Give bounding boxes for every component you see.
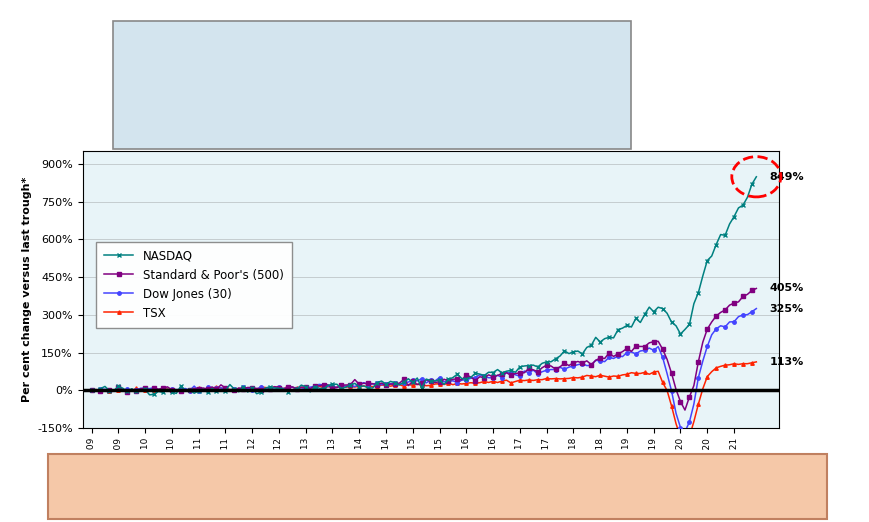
Dow Jones (30) <box>750 305 760 312</box>
TSX <box>86 387 96 394</box>
NASDAQ <box>144 392 155 398</box>
Standard & Poor's (500) <box>679 407 689 413</box>
Standard & Poor's (500) <box>349 376 360 383</box>
Legend: NASDAQ, Standard & Poor's (500), Dow Jones (30), TSX: NASDAQ, Standard & Poor's (500), Dow Jon… <box>96 242 291 328</box>
NASDAQ <box>750 174 760 180</box>
X-axis label: Month-end closing figures: Month-end closing figures <box>339 476 521 488</box>
TSX <box>461 381 471 387</box>
NASDAQ <box>354 384 364 390</box>
Text: 113%: 113% <box>769 357 803 367</box>
Text: percentage increases of key stock market indices since their Feb 2009: percentage increases of key stock market… <box>348 466 815 479</box>
Dow Jones (30) <box>86 387 96 394</box>
Line: Standard & Poor's (500): Standard & Poor's (500) <box>90 287 757 412</box>
NASDAQ <box>438 381 448 387</box>
Standard & Poor's (500) <box>305 386 315 392</box>
TSX <box>545 376 555 382</box>
Dow Jones (30) <box>349 384 360 390</box>
Dow Jones (30) <box>434 374 444 381</box>
Dow Jones (30) <box>545 366 555 373</box>
Line: NASDAQ: NASDAQ <box>90 175 757 397</box>
NASDAQ <box>309 384 320 390</box>
Dow Jones (30) <box>634 348 645 354</box>
Standard & Poor's (500) <box>545 363 555 369</box>
Y-axis label: Per cent change versus last trough*: Per cent change versus last trough* <box>22 177 31 402</box>
TSX <box>349 384 360 390</box>
NASDAQ <box>550 355 561 362</box>
Standard & Poor's (500) <box>634 343 645 350</box>
Standard & Poor's (500) <box>750 286 760 292</box>
TSX <box>634 370 645 376</box>
Dow Jones (30) <box>305 384 315 390</box>
Standard & Poor's (500) <box>86 387 96 394</box>
TSX <box>750 359 760 365</box>
Standard & Poor's (500) <box>461 372 471 378</box>
Text: As of Jan. 29, 2021 closing values,: As of Jan. 29, 2021 closing values, <box>79 466 310 479</box>
Text: *Each month's closing figure vs. the February 2009 closing value for the index. : *Each month's closing figure vs. the Feb… <box>128 63 615 107</box>
TSX <box>679 438 689 444</box>
Dow Jones (30) <box>461 377 471 383</box>
Text: major troughs:  NASDAQ +849%; S&P 500 +405%; DJI +325%; and TSX +113%.: major troughs: NASDAQ +849%; S&P 500 +40… <box>175 499 699 512</box>
TSX <box>305 385 315 392</box>
NASDAQ <box>465 374 475 381</box>
NASDAQ <box>86 387 96 394</box>
TSX <box>434 381 444 387</box>
Dow Jones (30) <box>679 429 689 435</box>
Standard & Poor's (500) <box>434 378 444 385</box>
Text: 405%: 405% <box>769 283 803 293</box>
Text: 849%: 849% <box>769 172 804 182</box>
NASDAQ <box>639 311 649 317</box>
Line: Dow Jones (30): Dow Jones (30) <box>90 307 757 434</box>
Line: TSX: TSX <box>90 360 757 443</box>
Text: 325%: 325% <box>769 304 803 314</box>
